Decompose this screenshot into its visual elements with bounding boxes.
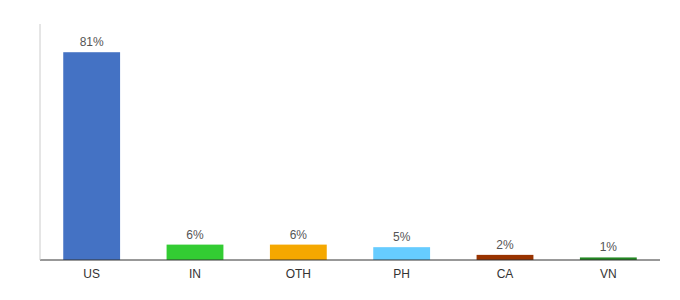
bar — [167, 245, 224, 260]
data-label: 6% — [290, 228, 308, 242]
x-tick-label: VN — [600, 267, 617, 281]
bar — [63, 52, 120, 260]
x-tick-label: IN — [189, 267, 201, 281]
page: {"chart_data": {"type": "bar", "categori… — [0, 0, 680, 300]
y-axis-line — [40, 24, 41, 260]
x-tick-label: US — [83, 267, 100, 281]
bar — [477, 255, 534, 260]
chart-container: US IN OTH PH CA VN 81% 6% 6% 5% 2% 1% — [0, 0, 680, 300]
bar — [270, 245, 327, 260]
data-label: 5% — [393, 230, 411, 244]
bars — [63, 52, 637, 260]
data-label: 81% — [80, 35, 104, 49]
background — [0, 0, 680, 300]
chart-svg: US IN OTH PH CA VN 81% 6% 6% 5% 2% 1% — [0, 0, 680, 300]
x-tick-label: PH — [393, 267, 410, 281]
x-tick-label: OTH — [286, 267, 311, 281]
data-label: 1% — [600, 240, 618, 254]
x-tick-label: CA — [497, 267, 514, 281]
data-label: 6% — [186, 228, 204, 242]
bar — [373, 247, 430, 260]
data-label: 2% — [496, 238, 514, 252]
x-axis-line — [40, 260, 660, 261]
